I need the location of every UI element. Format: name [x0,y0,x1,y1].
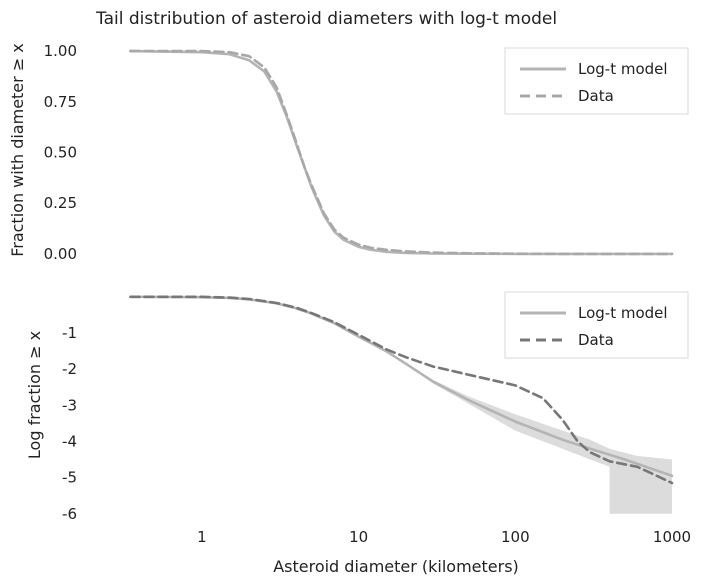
bottom-y-tick-label: -4 [62,432,77,450]
bottom-legend-model-label: Log-t model [578,304,668,322]
top-series-lines [129,49,674,256]
bottom-y-tick-label: -3 [62,396,77,414]
bottom-uncertainty-band [405,363,672,514]
top-y-tick-labels: 0.00 0.25 0.50 0.75 1.00 [44,42,77,263]
top-y-tick-label: 0.00 [44,245,77,263]
x-tick-label: 10 [349,528,368,546]
top-panel: Fraction with diameter ≥ x 0.000.250.500… [8,42,689,263]
top-y-tick-label: 0.75 [44,93,77,111]
bottom-series-data [129,295,674,485]
bottom-y-tick-label: -5 [62,469,77,487]
bottom-y-tick-label: -2 [62,360,77,378]
bottom-y-axis-label: Log fraction ≥ x [25,331,44,459]
x-tick-label: 1000 [653,528,691,546]
top-y-tick-label: 0.50 [44,144,77,162]
top-series-data [129,49,674,256]
top-legend-box [504,47,689,115]
top-legend-model-label: Log-t model [578,60,668,78]
bottom-y-tick-label: -1 [62,324,77,342]
top-y-axis-label: Fraction with diameter ≥ x [8,43,27,257]
bottom-legend-data-label: Data [578,331,614,349]
x-tick-labels: 1 10 100 1000 [197,528,691,546]
bottom-legend-box [504,291,689,359]
chart-title: Tail distribution of asteroid diameters … [95,9,557,29]
top-legend: Log-t model Data [504,47,689,115]
bottom-panel: Log fraction ≥ x -6 -5 -4 -3 -2 -1 Log-t mode… [25,291,689,523]
bottom-y-tick-labels: -6 -5 -4 -3 -2 -1 [62,324,77,523]
bottom-legend: Log-t model Data [504,291,689,359]
top-legend-data-label: Data [578,87,614,105]
bottom-y-tick-label: -6 [62,505,77,523]
bottom-series-lines [129,295,674,485]
x-axis-label: Asteroid diameter (kilometers) [273,557,519,576]
x-tick-label: 100 [501,528,530,546]
bottom-band-area [405,363,672,514]
top-y-tick-label: 1.00 [44,42,77,60]
top-y-tick-label: 0.25 [44,194,77,212]
x-tick-label: 1 [197,528,207,546]
